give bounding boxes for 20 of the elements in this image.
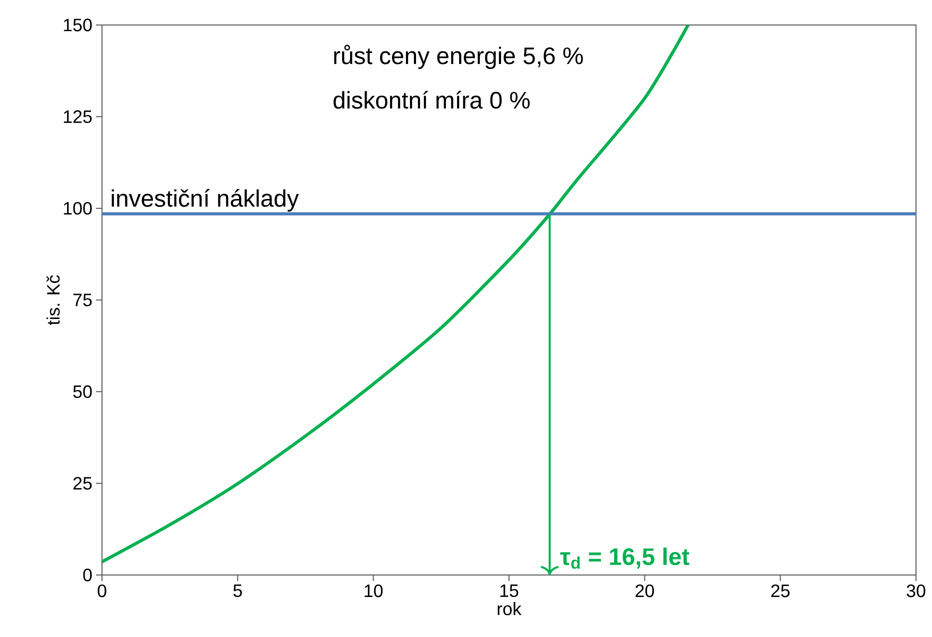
x-tick-label: 5	[233, 584, 242, 598]
y-tick-label: 0	[83, 568, 92, 582]
y-tick-label: 50	[73, 385, 92, 398]
x-tick-label: 30	[906, 584, 926, 598]
x-tick-label: 10	[364, 584, 383, 598]
annotation: τ$_{d}$ = 16,5 let	[560, 548, 690, 569]
x-tick-label: 0	[98, 584, 106, 598]
annotation: diskontní míra 0 %	[334, 90, 530, 109]
y-tick-label: 75	[73, 294, 92, 306]
annotation: růst ceny energie 5,6 %	[334, 44, 583, 70]
y-tick-label: 125	[64, 110, 92, 123]
x-tick-label: 20	[636, 584, 654, 598]
y-tick-label: 25	[73, 476, 92, 490]
ref-line-label: investiční náklady	[112, 189, 299, 212]
x-tick-label: 25	[771, 584, 790, 598]
y-axis-title: tis. Kč	[46, 275, 60, 325]
y-tick-label: 150	[64, 18, 92, 32]
x-axis-title: rok	[498, 602, 522, 616]
x-tick-label: 15	[500, 584, 518, 598]
y-tick-label: 100	[64, 202, 92, 215]
